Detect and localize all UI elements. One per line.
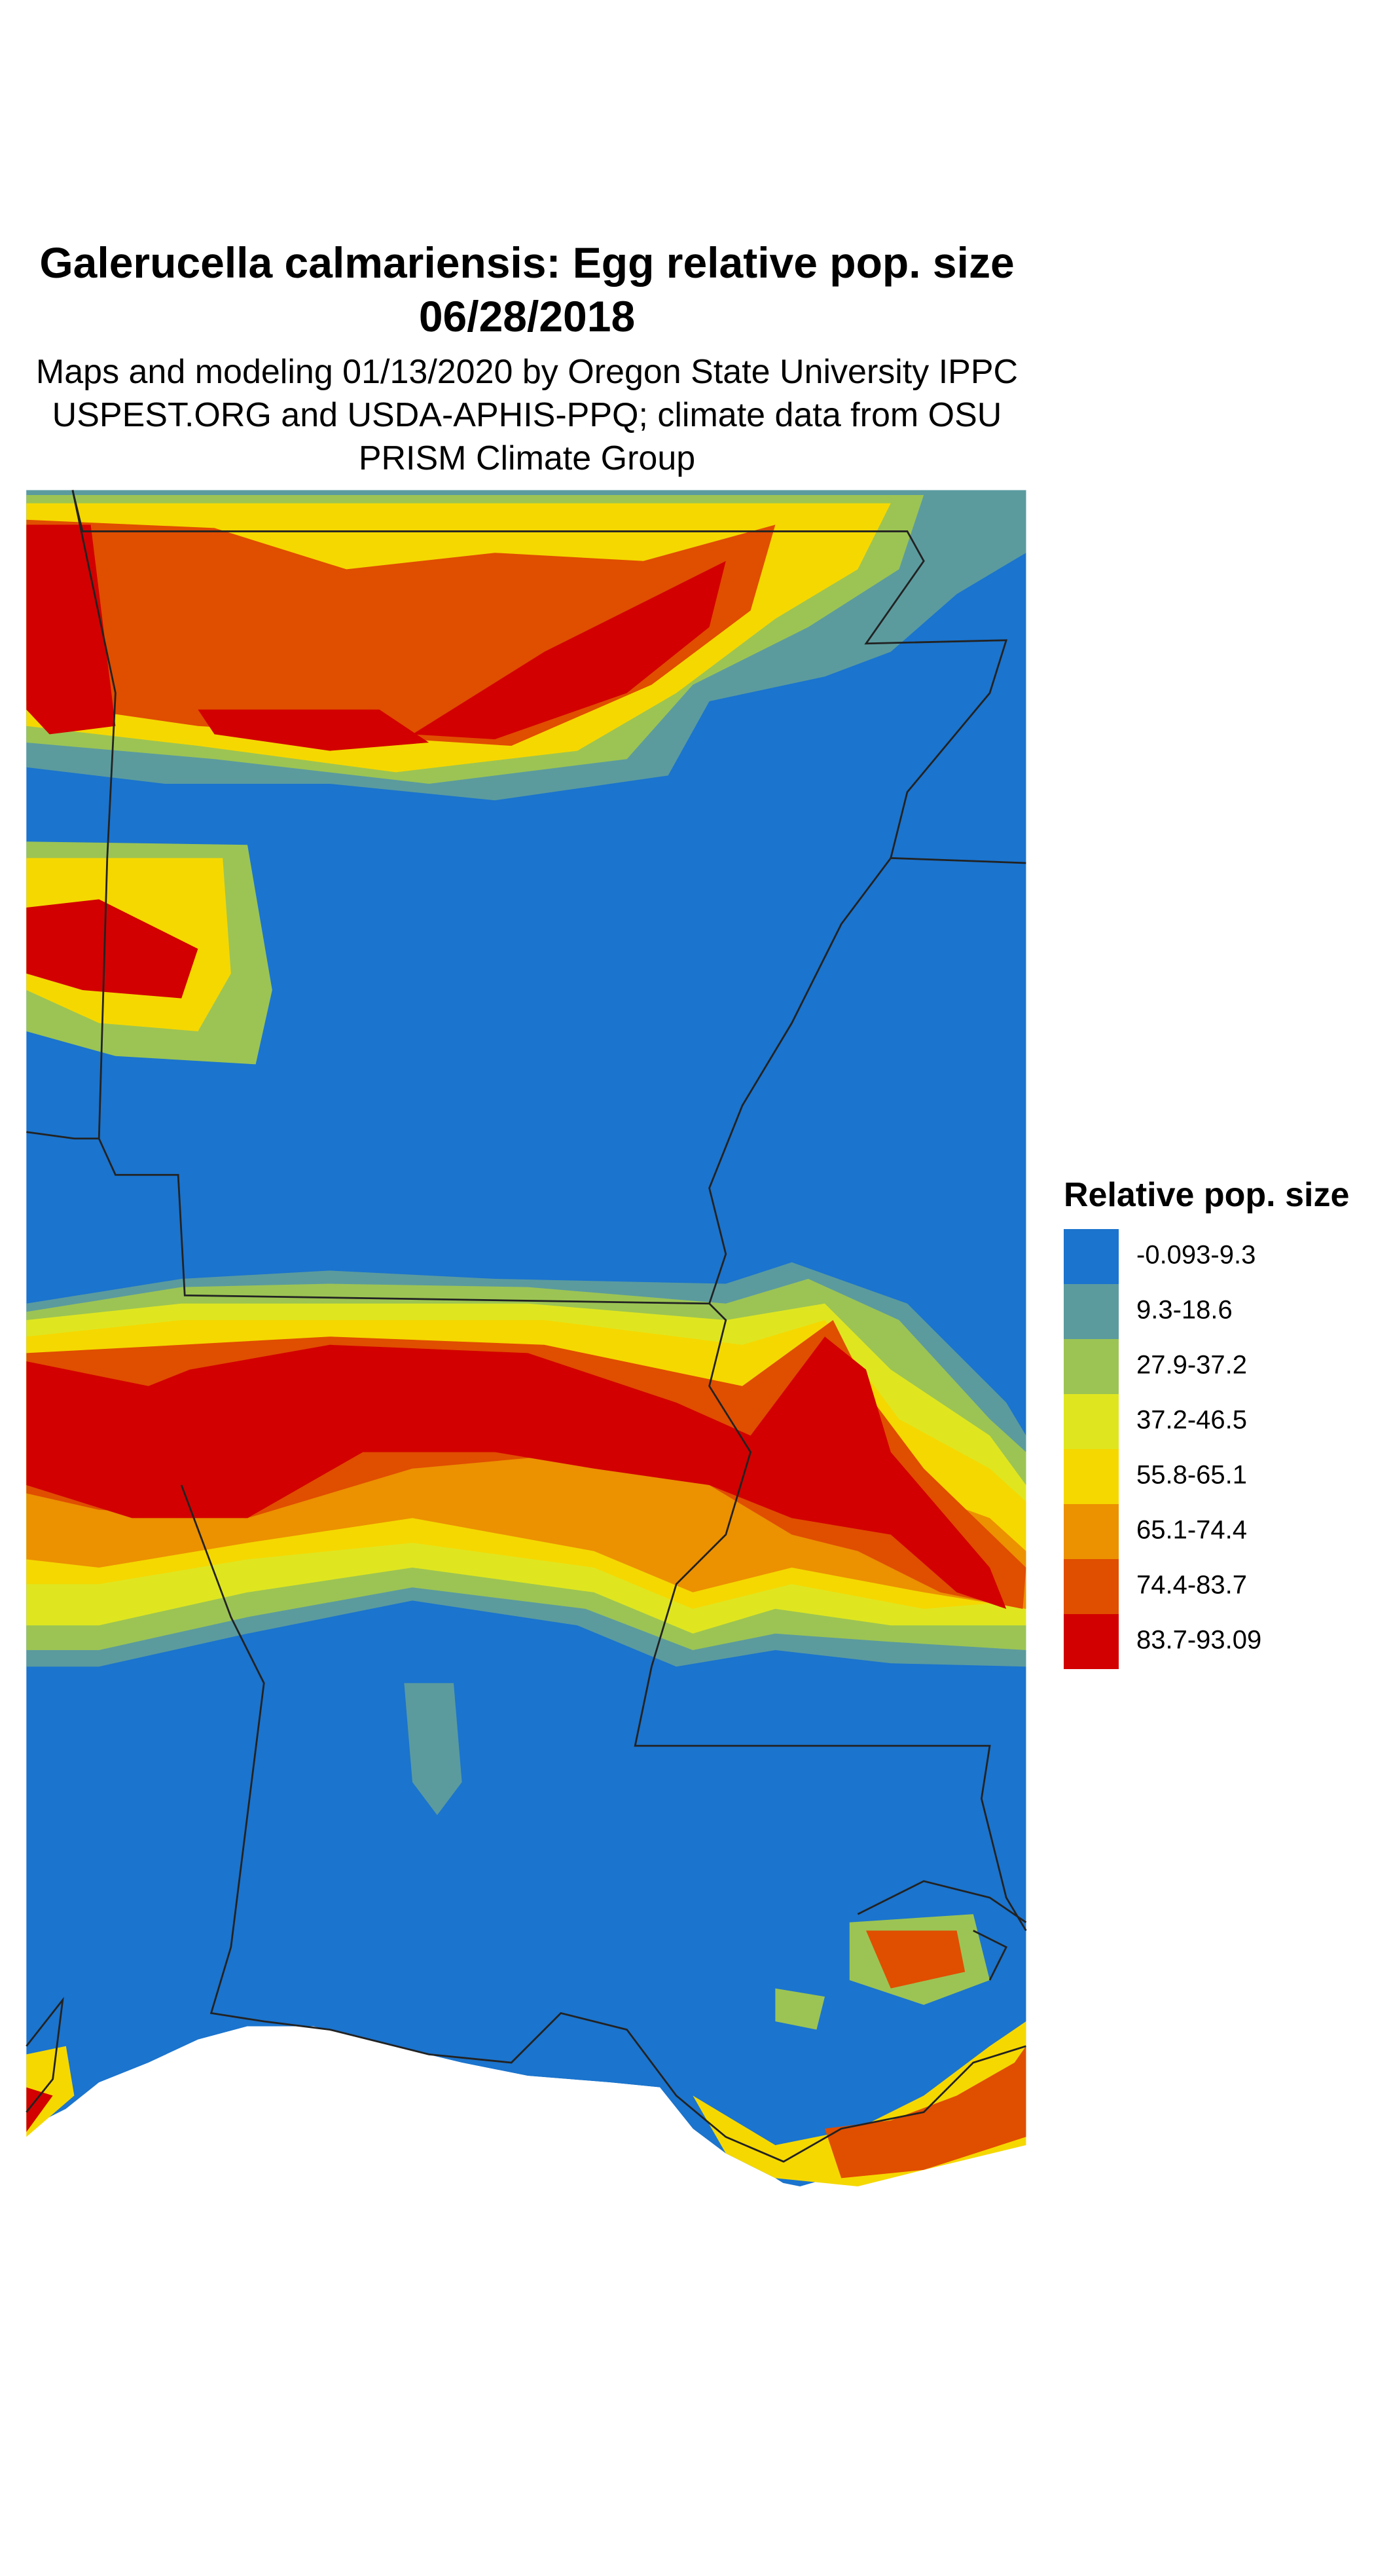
legend-label: 55.8-65.1 xyxy=(1136,1461,1247,1490)
legend-label: 65.1-74.4 xyxy=(1136,1516,1247,1545)
legend-title: Relative pop. size xyxy=(1064,1176,1350,1214)
legend-label: 37.2-46.5 xyxy=(1136,1406,1247,1435)
raster-region xyxy=(26,2087,53,2132)
raster-region xyxy=(26,1336,1007,1609)
legend-swatch xyxy=(1064,1394,1119,1449)
legend-label: 27.9-37.2 xyxy=(1136,1351,1247,1380)
legend-label: -0.093-9.3 xyxy=(1136,1241,1256,1270)
raster-region xyxy=(866,1930,966,1989)
legend-swatch xyxy=(1064,1284,1119,1339)
legend-label: 9.3-18.6 xyxy=(1136,1296,1233,1325)
map-raster xyxy=(26,490,1026,2195)
legend-swatch xyxy=(1064,1504,1119,1559)
raster-region xyxy=(775,1988,825,2030)
raster-region xyxy=(825,2046,1026,2179)
legend: -0.093-9.3 9.3-18.6 27.9-37.2 37.2-46.5 55.8… xyxy=(1064,1229,1261,1669)
legend-swatch xyxy=(1064,1614,1119,1669)
legend-swatch xyxy=(1064,1339,1119,1394)
legend-label: 83.7-93.09 xyxy=(1136,1626,1261,1655)
state-borders xyxy=(26,490,1027,2163)
map-subtitle: Maps and modeling 01/13/2020 by Oregon S… xyxy=(35,353,1019,477)
raster-region xyxy=(26,899,198,999)
raster-region xyxy=(412,561,726,739)
raster-region xyxy=(404,1683,462,1815)
legend-label: 74.4-83.7 xyxy=(1136,1571,1247,1600)
raster-region xyxy=(198,709,429,751)
map-title: Galerucella calmariensis: Egg relative p… xyxy=(39,238,1015,340)
legend-swatch xyxy=(1064,1449,1119,1504)
raster-region xyxy=(26,524,116,735)
legend-swatch xyxy=(1064,1559,1119,1614)
no-data-area xyxy=(26,2026,802,2195)
legend-swatch xyxy=(1064,1229,1119,1284)
